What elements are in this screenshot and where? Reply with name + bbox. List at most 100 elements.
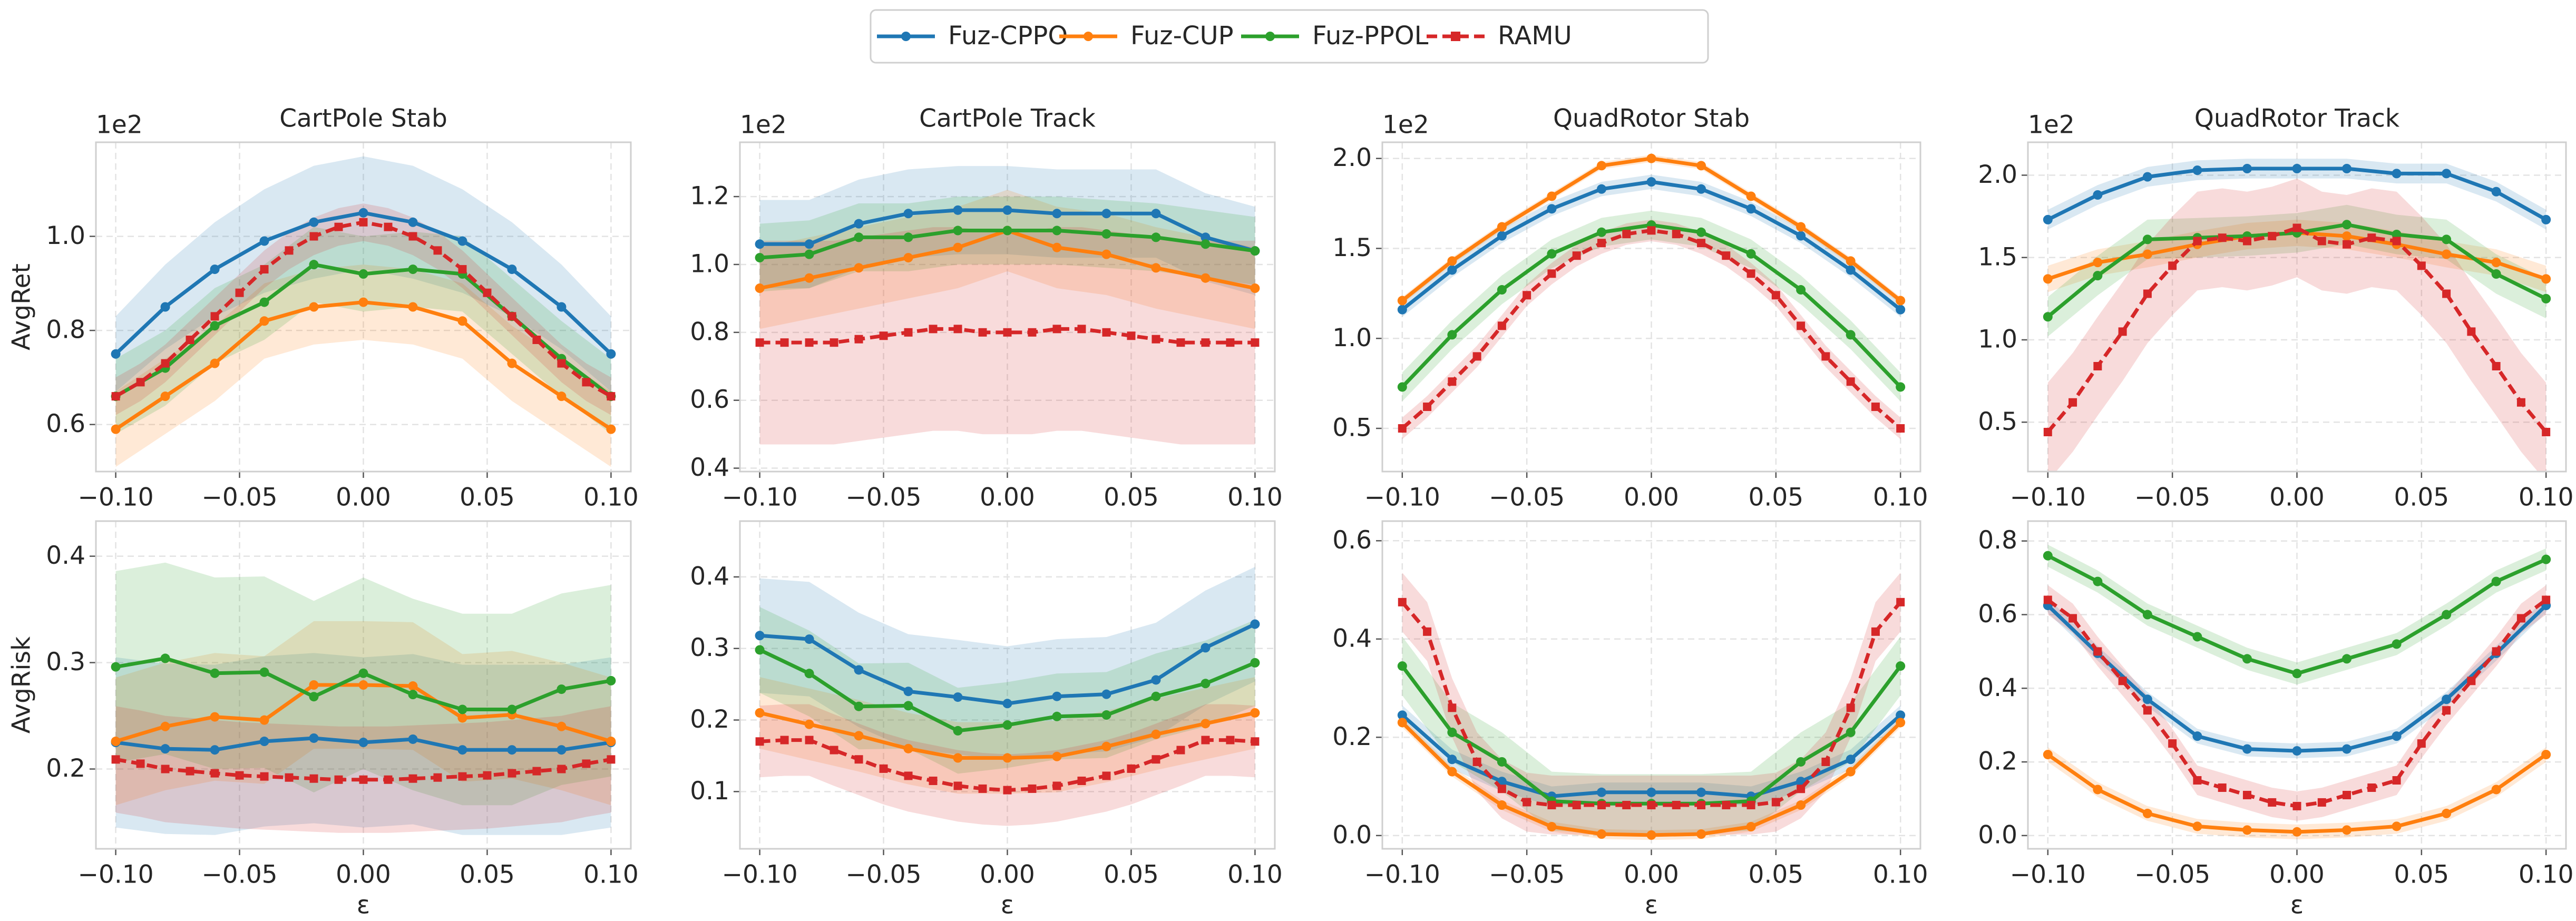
- data-point: [1497, 231, 1507, 241]
- data-point: [804, 249, 814, 259]
- x-tick-label: −0.10: [1364, 860, 1440, 889]
- error-band: [1402, 572, 1901, 835]
- data-point: [111, 424, 121, 434]
- data-point: [507, 704, 517, 714]
- data-point: [2417, 261, 2426, 270]
- data-point: [854, 232, 864, 242]
- error-band: [759, 190, 1255, 329]
- data-point: [1397, 718, 1407, 728]
- data-point: [2043, 595, 2052, 604]
- data-point: [2541, 214, 2551, 224]
- data-point: [2043, 551, 2053, 561]
- x-tick-label: 0.00: [1624, 483, 1679, 512]
- error-band: [115, 706, 611, 833]
- data-point: [1152, 755, 1160, 764]
- data-point: [557, 745, 567, 755]
- x-tick-label: 0.05: [1104, 483, 1159, 512]
- y-tick-label: 0.4: [690, 453, 729, 482]
- data-point: [359, 775, 368, 784]
- data-point: [457, 704, 467, 714]
- data-point: [408, 264, 418, 275]
- data-point: [953, 753, 963, 763]
- data-point: [854, 731, 864, 741]
- data-point: [1201, 338, 1210, 347]
- data-point: [111, 662, 121, 672]
- offset-label: 1e2: [2028, 111, 2075, 140]
- data-point: [384, 222, 393, 231]
- data-point: [2043, 214, 2053, 224]
- data-point: [1646, 177, 1656, 187]
- data-point: [804, 634, 814, 644]
- data-point: [978, 784, 987, 793]
- data-point: [358, 680, 368, 690]
- data-point: [408, 217, 418, 227]
- error-band: [115, 227, 611, 434]
- data-point: [2491, 269, 2501, 279]
- y-tick-label: 0.2: [46, 754, 85, 783]
- data-point: [1797, 785, 1806, 793]
- x-tick-label: −0.10: [2010, 483, 2086, 512]
- data-point: [1151, 729, 1161, 739]
- data-point: [1597, 801, 1606, 810]
- x-tick-label: −0.05: [202, 860, 278, 889]
- y-tick-label: 0.2: [1978, 747, 2017, 776]
- series-line: [115, 757, 612, 782]
- data-point: [309, 774, 318, 783]
- chart-title: CartPole Track: [919, 104, 1096, 133]
- data-point: [2343, 240, 2351, 249]
- data-point: [1151, 232, 1161, 242]
- x-tick-label: 0.10: [2519, 483, 2574, 512]
- plot-frame: [1381, 141, 1921, 473]
- data-point: [2142, 234, 2152, 244]
- x-tick-label: 0.10: [583, 860, 639, 889]
- y-axis-label: AvgRisk: [7, 636, 36, 733]
- data-point: [2093, 271, 2103, 281]
- data-point: [210, 264, 220, 275]
- data-point: [1746, 249, 1756, 259]
- data-point: [1547, 822, 1557, 832]
- data-point: [557, 302, 567, 312]
- data-point: [186, 336, 194, 344]
- data-point: [1052, 226, 1062, 236]
- data-point: [2516, 614, 2525, 623]
- data-point: [408, 734, 418, 744]
- data-point: [1052, 691, 1062, 701]
- data-point: [260, 772, 269, 781]
- data-point: [2342, 164, 2352, 173]
- data-point: [1423, 403, 1432, 411]
- data-point: [1447, 330, 1457, 340]
- data-point: [2367, 233, 2376, 242]
- data-point: [1596, 829, 1606, 839]
- data-point: [929, 325, 938, 334]
- data-point: [1151, 675, 1161, 685]
- data-point: [557, 684, 567, 694]
- data-point: [309, 232, 318, 241]
- data-point: [1002, 226, 1012, 236]
- y-tick-label: 0.4: [690, 562, 729, 591]
- x-tick-label: 0.00: [1624, 860, 1679, 889]
- data-point: [1796, 231, 1806, 241]
- data-point: [259, 715, 269, 725]
- data-point: [1447, 727, 1457, 737]
- data-point: [607, 392, 616, 401]
- data-point: [953, 242, 963, 252]
- x-tick-label: −0.10: [1364, 483, 1440, 512]
- data-point: [1447, 265, 1457, 275]
- data-point: [1497, 800, 1507, 810]
- data-point: [804, 239, 814, 249]
- data-point: [879, 764, 888, 773]
- data-point: [408, 690, 418, 700]
- data-point: [953, 325, 962, 334]
- y-tick-label: 1.5: [1978, 242, 2017, 271]
- data-point: [2442, 249, 2452, 259]
- data-point: [2442, 234, 2452, 244]
- x-tick-label: 0.00: [336, 483, 391, 512]
- x-tick-label: −0.05: [1489, 483, 1565, 512]
- data-point: [2168, 739, 2177, 748]
- data-point: [1201, 239, 1211, 249]
- data-point: [854, 335, 863, 344]
- data-point: [1896, 710, 1906, 720]
- data-point: [2242, 237, 2251, 246]
- data-point: [805, 736, 814, 744]
- data-point: [259, 667, 269, 677]
